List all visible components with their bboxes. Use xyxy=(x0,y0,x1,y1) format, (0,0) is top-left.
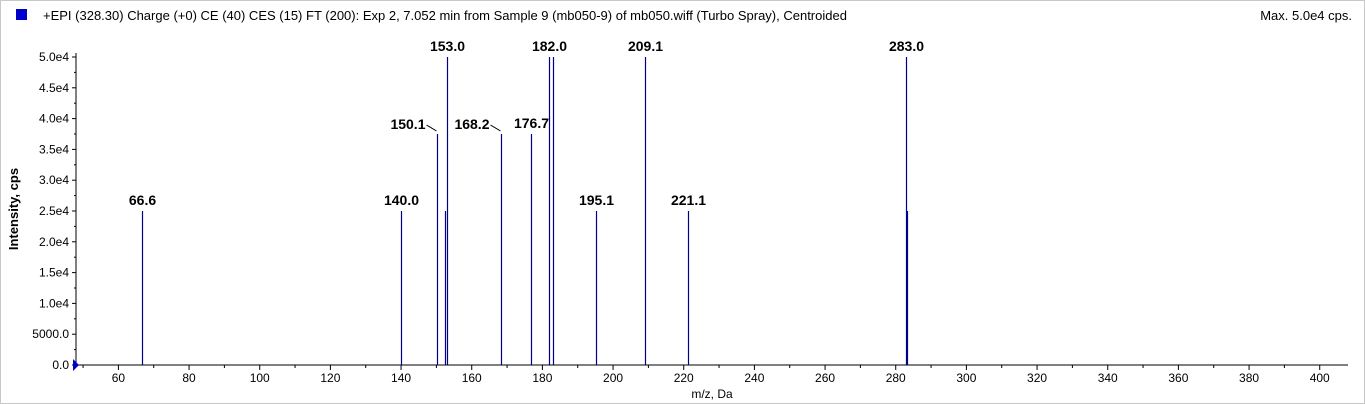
peaks xyxy=(141,57,909,365)
title-bar: +EPI (328.30) Charge (+0) CE (40) CES (1… xyxy=(1,1,1364,31)
cursor-marker-icon[interactable] xyxy=(73,359,79,371)
y-tick-label: 2.5e4 xyxy=(39,204,69,218)
x-tick-label: 60 xyxy=(112,371,126,385)
y-ticks: 0.0 5000.0 1.0e4 1.5e4 2.0e4 2.5e4 3.0e4 3.5e4 4… xyxy=(32,50,76,372)
peak-label: 221.1 xyxy=(671,192,706,208)
x-tick-label: 360 xyxy=(1168,371,1188,385)
y-tick-label: 1.5e4 xyxy=(39,266,69,280)
peak-label: 176.7 xyxy=(514,115,549,131)
peak-labels: 66.6 140.0 150.1 153.0 168.2 176.7 182.0 195.1 2… xyxy=(129,38,924,208)
x-tick-label: 80 xyxy=(182,371,196,385)
peak-label: 209.1 xyxy=(628,38,663,54)
peak-label: 66.6 xyxy=(129,192,156,208)
x-tick-label: 140 xyxy=(391,371,411,385)
x-tick-label: 380 xyxy=(1239,371,1259,385)
y-tick-label: 2.0e4 xyxy=(39,235,69,249)
y-axis-title: Intensity, cps xyxy=(6,168,21,250)
peak-label: 140.0 xyxy=(384,192,419,208)
series-swatch-icon[interactable] xyxy=(16,9,27,20)
y-tick-label: 3.0e4 xyxy=(39,173,69,187)
y-tick-label: 0.0 xyxy=(52,358,69,372)
x-ticks: 60 80 100 120 140 160 180 200 220 240 260 280 300 320… xyxy=(82,365,1330,385)
x-tick-label: 180 xyxy=(532,371,552,385)
y-tick-label: 4.0e4 xyxy=(39,112,69,126)
x-tick-label: 300 xyxy=(956,371,976,385)
x-tick-label: 400 xyxy=(1310,371,1330,385)
peak-label-leader xyxy=(426,124,437,132)
peak-label: 195.1 xyxy=(579,192,614,208)
peak-label: 283.0 xyxy=(889,38,924,54)
peak-label: 168.2 xyxy=(454,116,489,132)
peak-label: 153.0 xyxy=(430,38,465,54)
x-axis-title: m/z, Da xyxy=(691,387,733,401)
peak-label: 182.0 xyxy=(532,38,567,54)
x-tick-label: 320 xyxy=(1027,371,1047,385)
spectrum-title: +EPI (328.30) Charge (+0) CE (40) CES (1… xyxy=(43,8,847,23)
x-tick-label: 100 xyxy=(250,371,270,385)
y-tick-label: 3.5e4 xyxy=(39,142,69,156)
peak-label-leader xyxy=(490,124,501,132)
x-tick-label: 340 xyxy=(1098,371,1118,385)
x-tick-label: 260 xyxy=(815,371,835,385)
x-tick-label: 220 xyxy=(674,371,694,385)
y-tick-label: 4.5e4 xyxy=(39,81,69,95)
x-tick-label: 240 xyxy=(744,371,764,385)
x-tick-label: 120 xyxy=(320,371,340,385)
y-tick-label: 1.0e4 xyxy=(39,296,69,310)
axes: 0.0 5000.0 1.0e4 1.5e4 2.0e4 2.5e4 3.0e4 3.5e4 4… xyxy=(32,50,1348,385)
peak-label: 150.1 xyxy=(390,116,425,132)
y-tick-label: 5000.0 xyxy=(32,327,69,341)
x-tick-label: 160 xyxy=(462,371,482,385)
y-tick-label: 5.0e4 xyxy=(39,50,69,64)
x-tick-label: 280 xyxy=(886,371,906,385)
x-tick-label: 200 xyxy=(603,371,623,385)
max-intensity-label: Max. 5.0e4 cps. xyxy=(1260,8,1352,23)
